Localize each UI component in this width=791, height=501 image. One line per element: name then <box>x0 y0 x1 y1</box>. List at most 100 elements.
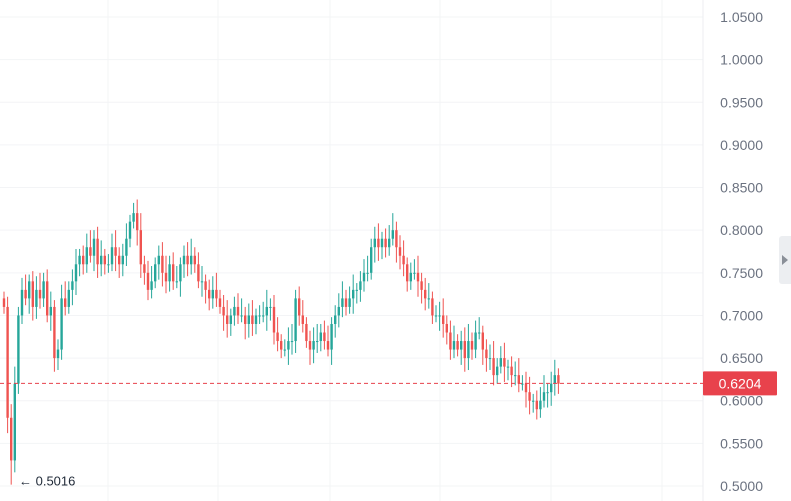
candle-body <box>370 247 373 273</box>
y-tick-label: 1.0500 <box>720 9 763 25</box>
candle-body <box>222 306 225 316</box>
candle-body <box>276 332 279 342</box>
candle-body <box>157 255 160 265</box>
candle-body <box>247 315 250 324</box>
candle-body <box>308 341 312 350</box>
candle-body <box>35 289 38 307</box>
candle-body <box>262 315 265 317</box>
candle-body <box>60 298 63 350</box>
candle-body <box>175 281 178 283</box>
candle-body <box>391 230 394 239</box>
price-axis[interactable]: 0.5000 0.5500 0.6000 0.6500 0.7000 0.7500 0.80… <box>702 0 763 501</box>
candle-body <box>2 298 6 307</box>
candle-body <box>355 289 358 291</box>
y-tick-label: 0.5000 <box>720 478 763 494</box>
candle-body <box>316 341 319 343</box>
candle-body <box>150 281 153 290</box>
candle-body <box>110 247 114 265</box>
candle-body <box>524 383 528 393</box>
candle-body <box>53 306 56 359</box>
candle-body <box>132 213 135 222</box>
candle-body <box>265 306 268 316</box>
candle-body <box>532 400 535 402</box>
candle-body <box>164 272 168 282</box>
candle-body <box>287 341 290 350</box>
candle-body <box>528 392 531 401</box>
candle-body <box>330 323 333 350</box>
candle-body <box>380 238 384 248</box>
candle-body <box>496 366 499 376</box>
candle-body <box>100 255 103 265</box>
candle-body <box>24 289 27 299</box>
current-price-tag: 0.6204 <box>703 371 777 396</box>
candle-body <box>442 315 445 324</box>
candle-body <box>208 289 211 299</box>
candle-body <box>64 298 67 307</box>
candle-body <box>172 264 175 282</box>
candle-body <box>197 264 200 282</box>
candle-body <box>312 341 315 350</box>
candle-body <box>74 264 78 282</box>
candle-body <box>373 238 376 248</box>
candle-body <box>449 332 452 350</box>
y-tick-label: 0.8500 <box>720 180 763 196</box>
candle-body <box>161 255 164 273</box>
candle-body <box>413 272 416 274</box>
candle-body <box>398 247 402 256</box>
y-tick-label: 1.0000 <box>720 52 763 68</box>
candle-body <box>190 255 193 265</box>
candle-body <box>179 264 182 282</box>
candle-body <box>254 315 258 324</box>
candle-body <box>193 255 196 265</box>
candle-body <box>388 238 391 248</box>
candle-body <box>445 323 448 333</box>
candle-body <box>463 341 466 359</box>
candle-body <box>499 358 502 367</box>
candle-body <box>128 221 132 239</box>
candle-body <box>82 255 85 265</box>
candle-body <box>434 315 438 317</box>
candle-body <box>236 306 240 316</box>
candle-body <box>481 332 484 350</box>
candle-body <box>456 341 459 350</box>
candle-body <box>168 264 171 282</box>
candle-body <box>269 306 272 308</box>
candle-body <box>323 332 326 342</box>
current-price-label: 0.6204 <box>719 375 762 391</box>
candle-body <box>226 315 229 324</box>
candle-body <box>521 383 524 385</box>
candle-body <box>136 213 139 231</box>
candle-body <box>290 341 294 343</box>
candle-body <box>517 375 520 384</box>
candle-body <box>488 358 492 360</box>
candle-body <box>416 272 420 282</box>
candle-body <box>402 255 405 265</box>
candle-body <box>211 289 214 299</box>
candle-body <box>13 383 16 461</box>
candle-body <box>154 264 157 282</box>
candle-body <box>46 281 49 316</box>
candle-body <box>542 392 546 401</box>
candle-body <box>377 238 380 248</box>
candle-body <box>258 315 261 317</box>
candle-body <box>452 341 456 350</box>
candle-body <box>233 306 236 316</box>
candle-body <box>49 306 52 316</box>
candle-body <box>143 264 146 273</box>
scroll-right-button[interactable] <box>779 236 791 284</box>
candle-body <box>492 358 495 376</box>
y-tick-label: 0.9000 <box>720 137 763 153</box>
candle-body <box>406 264 409 282</box>
y-tick-label: 0.7500 <box>720 265 763 281</box>
candle-body <box>67 289 70 307</box>
candle-body <box>438 315 441 317</box>
candle-body <box>251 315 254 324</box>
candle-body <box>514 375 517 377</box>
candle-body <box>485 349 488 359</box>
candle-body <box>107 264 110 266</box>
candle-body <box>467 341 470 359</box>
candle-body <box>557 375 560 384</box>
candle-body <box>85 247 88 265</box>
y-tick-label: 0.6000 <box>720 393 763 409</box>
